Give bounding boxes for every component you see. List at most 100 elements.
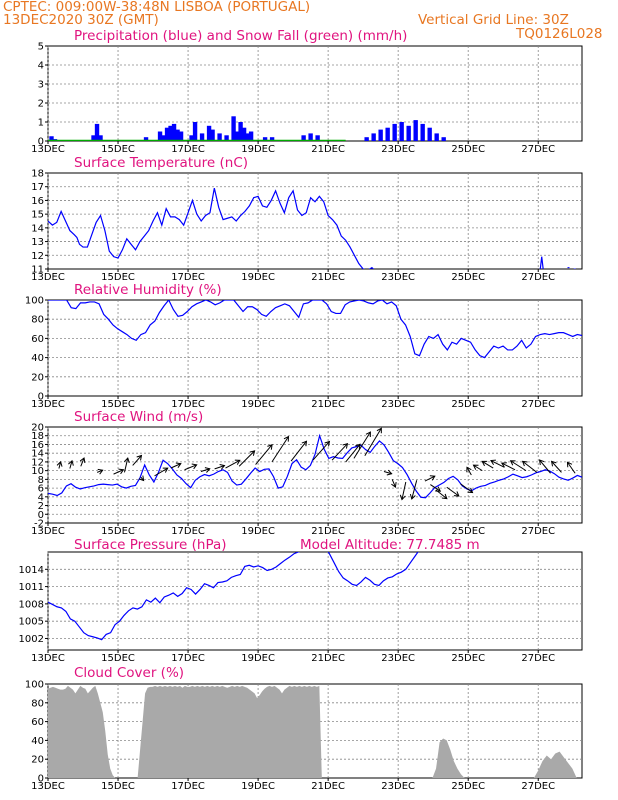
wind-vector-head [234, 459, 241, 465]
x-tick-label: 13DEC [31, 526, 65, 537]
x-tick-label: 19DEC [241, 653, 275, 664]
x-tick-label: 25DEC [451, 781, 485, 792]
wind-vector [391, 479, 396, 488]
precip-bar [98, 135, 103, 141]
wind-vector-head [342, 442, 349, 449]
y-tick-label: 14 [31, 223, 44, 234]
wind-vector-head [249, 450, 256, 456]
precip-bar [248, 131, 254, 141]
wind-vector [200, 468, 210, 472]
precip-bar [420, 123, 425, 141]
precip-bar [199, 133, 205, 141]
wind-vector-head [566, 461, 573, 468]
wind-vector [490, 460, 505, 468]
y-tick-label: 1014 [19, 565, 44, 576]
x-tick-label: 17DEC [171, 272, 205, 283]
x-tick-label: 19DEC [241, 144, 275, 155]
wind-vector-head [191, 463, 198, 470]
precip-bar [427, 127, 432, 141]
series-line [48, 433, 582, 499]
wind-vector [96, 469, 103, 473]
x-tick-label: 15DEC [101, 526, 135, 537]
x-tick-label: 27DEC [521, 144, 555, 155]
x-tick-label: 25DEC [451, 653, 485, 664]
x-tick-label: 13DEC [31, 781, 65, 792]
wind-vector-head [429, 475, 436, 481]
wind-vector-head [97, 468, 104, 475]
y-tick-label: 12 [31, 251, 44, 262]
series-group [48, 300, 582, 359]
y-tick-label: 13 [31, 237, 44, 248]
wind-vector [567, 461, 576, 474]
y-tick-label: 2 [38, 99, 44, 110]
precip-bar [91, 135, 96, 141]
x-tick-label: 15DEC [101, 144, 135, 155]
plot-frame [47, 299, 583, 397]
y-tick-label: 0 [38, 137, 44, 148]
precip-bar [217, 133, 222, 141]
x-tick-label: 17DEC [171, 399, 205, 410]
wind-vector [255, 444, 273, 465]
precip-bar [161, 135, 166, 141]
wind-vector [401, 481, 407, 500]
y-tick-label: 1 [38, 118, 44, 129]
wind-vector-head [123, 457, 130, 463]
precip-bar [269, 137, 275, 141]
wind-vector-head [490, 459, 496, 466]
precip-bar [241, 127, 247, 141]
wind-vector [345, 443, 361, 463]
precip-bar [157, 131, 163, 141]
wind-vector-head [267, 443, 273, 450]
x-tick-label: 15DEC [101, 399, 135, 410]
wind-vector [113, 469, 124, 475]
precip-bar [315, 135, 320, 141]
wind-vector-head [441, 493, 448, 500]
wind-vector-head [466, 466, 472, 473]
x-tick-label: 17DEC [171, 144, 205, 155]
wind-vector-head [204, 467, 211, 473]
precip-bar [49, 136, 54, 141]
x-tick-label: 23DEC [381, 144, 415, 155]
precip-bar [94, 123, 100, 141]
x-tick-label: 27DEC [521, 399, 555, 410]
cloud-area-late [533, 751, 577, 778]
wind-vector [411, 480, 418, 500]
wind-vector-head [386, 469, 393, 476]
y-tick-label: 10 [31, 466, 44, 477]
precip-bar [189, 135, 194, 141]
panel-title: Surface Temperature (nC) [74, 155, 248, 171]
precip-bar [143, 137, 149, 141]
temperature-spike [539, 256, 544, 269]
wind-vector [446, 486, 460, 497]
series-group [48, 552, 419, 641]
series-group [48, 187, 576, 269]
y-tick-label: 11 [31, 265, 44, 276]
plot-frame [47, 426, 583, 524]
x-tick-label: 23DEC [381, 526, 415, 537]
wind-vector [383, 471, 392, 475]
precip-bar [245, 133, 250, 141]
precip-bar [364, 137, 369, 141]
x-tick-label: 25DEC [451, 399, 485, 410]
x-tick-label: 23DEC [381, 272, 415, 283]
precip-bar [262, 137, 268, 141]
y-tick-label: 14 [31, 449, 44, 460]
panel-1: 11 12 13 14 15 16 17 18 13DEC 15DEC 17DEC 19DEC 21DE… [31, 155, 583, 283]
x-tick-label: 13DEC [31, 144, 65, 155]
y-tick-label: 16 [31, 440, 44, 451]
precip-bar [392, 123, 397, 141]
wind-vector [225, 459, 241, 469]
wind-vector-head [56, 460, 63, 467]
x-tick-label: 21DEC [311, 144, 345, 155]
y-tick-label: 0 [38, 392, 44, 403]
cloud-area-late [432, 738, 465, 778]
panel-title: Cloud Cover (%) [74, 665, 184, 681]
wind-vector-head [409, 493, 416, 500]
wind-vector [522, 460, 538, 473]
wind-vector [364, 428, 382, 457]
wind-vector-head [324, 440, 331, 447]
y-tick-label: 80 [31, 698, 44, 709]
wind-vector [69, 460, 73, 469]
y-tick-label: -2 [34, 519, 44, 530]
